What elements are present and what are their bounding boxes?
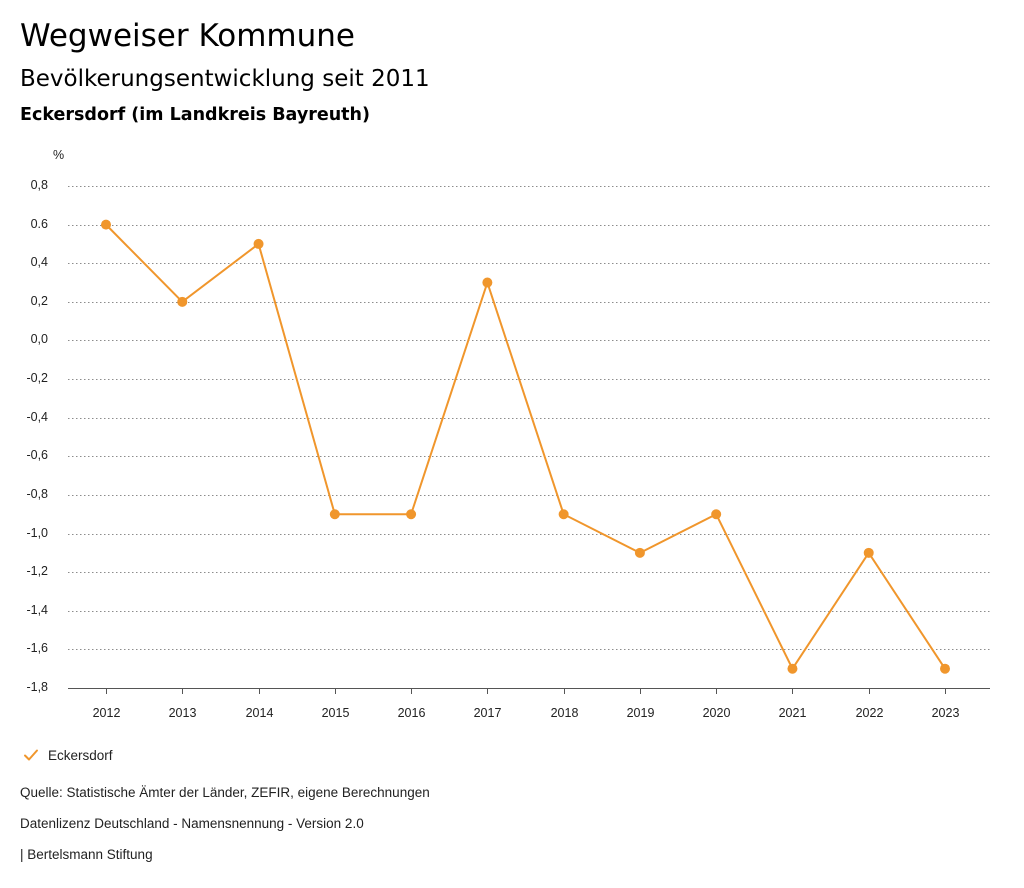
y-tick-label: 0,2: [31, 294, 48, 308]
data-point[interactable]: [482, 277, 493, 288]
y-tick-label: -1,2: [26, 564, 48, 578]
data-point[interactable]: [253, 238, 264, 249]
y-tick-label: 0,0: [31, 332, 48, 346]
data-point[interactable]: [101, 219, 111, 230]
data-point[interactable]: [329, 509, 340, 520]
x-tick-label: 2021: [779, 706, 807, 720]
x-tick-label: 2019: [627, 706, 655, 720]
y-tick-label: -0,6: [26, 448, 48, 462]
x-tick-label: 2013: [169, 706, 197, 720]
legend[interactable]: Eckersdorf: [22, 744, 113, 766]
x-tick-label: 2022: [856, 706, 884, 720]
x-tick-label: 2014: [246, 706, 274, 720]
data-point[interactable]: [558, 509, 569, 520]
source-note: Quelle: Statistische Ämter der Länder, Z…: [20, 785, 430, 800]
y-axis-label: %: [53, 148, 64, 162]
page-title: Wegweiser Kommune: [20, 18, 355, 54]
y-axis-ticks: 0,8 0.6 0,4 0,2 0,0 -0,2 -0,4 -0,6 -0,8 -1,0 -1,2 -…: [26, 178, 48, 694]
publisher-note: | Bertelsmann Stiftung: [20, 847, 153, 862]
x-tick-label: 2020: [703, 706, 731, 720]
data-point[interactable]: [177, 296, 188, 307]
data-point[interactable]: [406, 509, 417, 520]
check-icon: [24, 749, 38, 761]
y-tick-label: -0,2: [26, 371, 48, 385]
y-tick-label: -1,8: [26, 680, 48, 694]
gridlines: [68, 186, 990, 689]
y-tick-label: -1,0: [26, 526, 48, 540]
x-tick-label: 2012: [93, 706, 121, 720]
x-tick-label: 2017: [474, 706, 502, 720]
legend-label-eckersdorf: Eckersdorf: [48, 747, 113, 763]
data-point[interactable]: [711, 509, 722, 520]
series-line: [105, 223, 946, 671]
y-tick-label: -1,4: [26, 603, 48, 617]
data-point[interactable]: [787, 663, 798, 674]
y-tick-label: -0,4: [26, 410, 48, 424]
x-tick-label: 2018: [551, 706, 579, 720]
x-tick-label: 2016: [398, 706, 426, 720]
chart-subtitle: Bevölkerungsentwicklung seit 2011: [20, 66, 430, 92]
y-tick-label: -1,6: [26, 641, 48, 655]
region-name: Eckersdorf (im Landkreis Bayreuth): [20, 105, 371, 125]
y-tick-label: -0,8: [26, 487, 48, 501]
y-tick-label: 0,4: [31, 255, 48, 269]
data-point[interactable]: [940, 663, 950, 674]
y-tick-label: 0.6: [31, 217, 48, 231]
y-tick-label: 0,8: [31, 178, 48, 192]
data-point[interactable]: [634, 547, 645, 558]
series-eckersdorf: [101, 219, 950, 674]
data-point[interactable]: [863, 547, 874, 558]
x-axis-ticks: 2012 2013 2014 2015 2016 2017 2018 2019 2020 2021…: [93, 688, 960, 720]
license-note: Datenlizenz Deutschland - Namensnennung …: [20, 816, 364, 831]
x-tick-label: 2015: [322, 706, 350, 720]
x-tick-label: 2023: [932, 706, 960, 720]
